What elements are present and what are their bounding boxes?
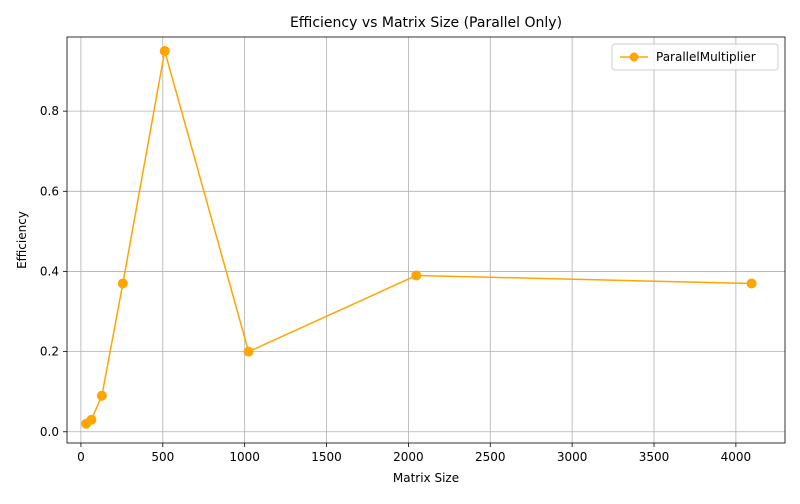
legend-box — [611, 43, 779, 71]
axis-ticks: 0 500 1000 1500 2000 2500 3000 3500 4000 0.0 0.2 0.… — [40, 104, 751, 464]
x-tick-label: 1000 — [229, 450, 260, 464]
data-point — [96, 390, 107, 401]
series-layer — [81, 46, 757, 429]
data-point — [411, 270, 422, 281]
legend-marker-swatch — [629, 52, 639, 62]
x-tick-label: 500 — [151, 450, 174, 464]
x-tick-label: 3000 — [557, 450, 588, 464]
data-point — [159, 46, 170, 57]
y-axis-title: Efficiency — [15, 211, 29, 269]
x-tick-label: 2500 — [475, 450, 506, 464]
data-point — [86, 414, 97, 425]
x-tick-label: 3500 — [639, 450, 670, 464]
x-axis-title: Matrix Size — [393, 471, 459, 485]
x-tick-label: 1500 — [311, 450, 342, 464]
data-point — [117, 278, 128, 289]
grid-lines — [67, 37, 785, 443]
y-tick-label: 0.6 — [40, 184, 59, 198]
y-tick-label: 0.2 — [40, 345, 59, 359]
chart-title: Efficiency vs Matrix Size (Parallel Only… — [290, 15, 562, 31]
data-point — [746, 278, 757, 289]
y-tick-label: 0.4 — [40, 264, 59, 278]
y-tick-label: 0.8 — [40, 104, 59, 118]
data-point — [243, 346, 254, 357]
y-tick-label: 0.0 — [40, 425, 59, 439]
plot-frame — [66, 36, 786, 444]
x-tick-label: 2000 — [393, 450, 424, 464]
legend-label: ParallelMultiplier — [656, 50, 756, 64]
legend: ParallelMultiplier — [611, 43, 779, 71]
x-tick-label: 0 — [77, 450, 85, 464]
x-tick-label: 4000 — [721, 450, 752, 464]
